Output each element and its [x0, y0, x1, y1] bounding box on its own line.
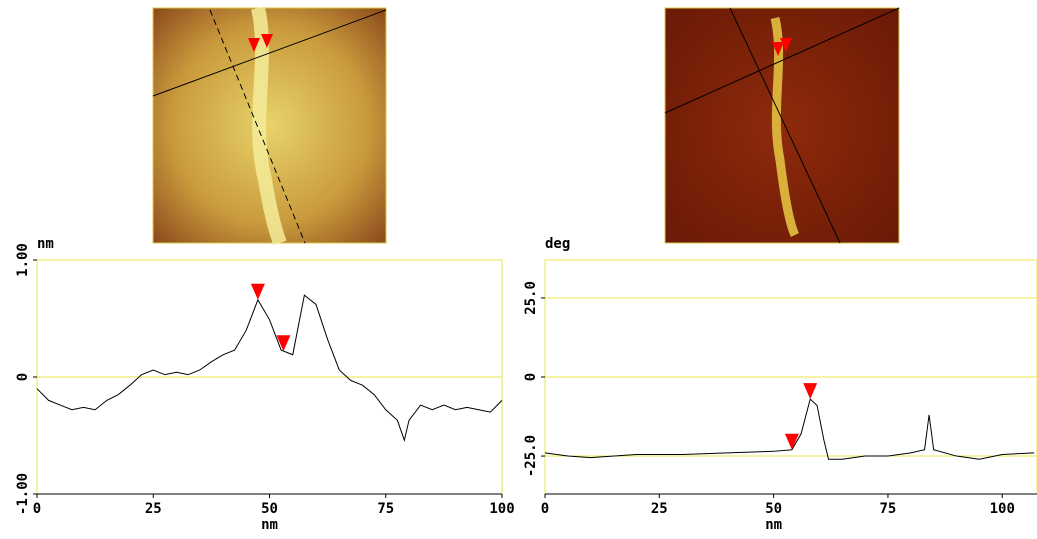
x-tick-label: 75: [880, 501, 897, 517]
cursor-marker: [803, 383, 818, 400]
x-tick-label: 0: [33, 501, 41, 517]
y-tick-label: 1.00: [15, 243, 31, 277]
profile-line: [36, 294, 503, 442]
cursor-marker: [250, 283, 265, 300]
y-tick-label: 0: [523, 373, 539, 381]
x-tick-label: 75: [377, 501, 394, 517]
y-unit: nm: [37, 236, 54, 252]
y-tick-label: -1.00: [15, 473, 31, 515]
y-unit: deg: [545, 236, 570, 252]
x-tick-label: 100: [489, 501, 514, 517]
x-axis-label: nm: [765, 517, 782, 533]
x-axis-label: nm: [261, 517, 278, 533]
x-tick-label: 0: [541, 501, 549, 517]
x-tick-label: 50: [261, 501, 278, 517]
afm-height-image: [152, 6, 387, 246]
x-tick-label: 25: [651, 501, 668, 517]
y-tick-label: 25.0: [523, 281, 539, 315]
profile-line: [544, 398, 1035, 460]
x-tick-label: 100: [990, 501, 1015, 517]
cursor-marker: [784, 433, 799, 450]
x-tick-label: 50: [765, 501, 782, 517]
y-tick-label: -25.0: [523, 435, 539, 477]
cursor-marker: [276, 335, 291, 352]
y-tick-label: 0: [15, 373, 31, 381]
x-tick-label: 25: [145, 501, 162, 517]
afm-phase-image: [664, 7, 900, 244]
